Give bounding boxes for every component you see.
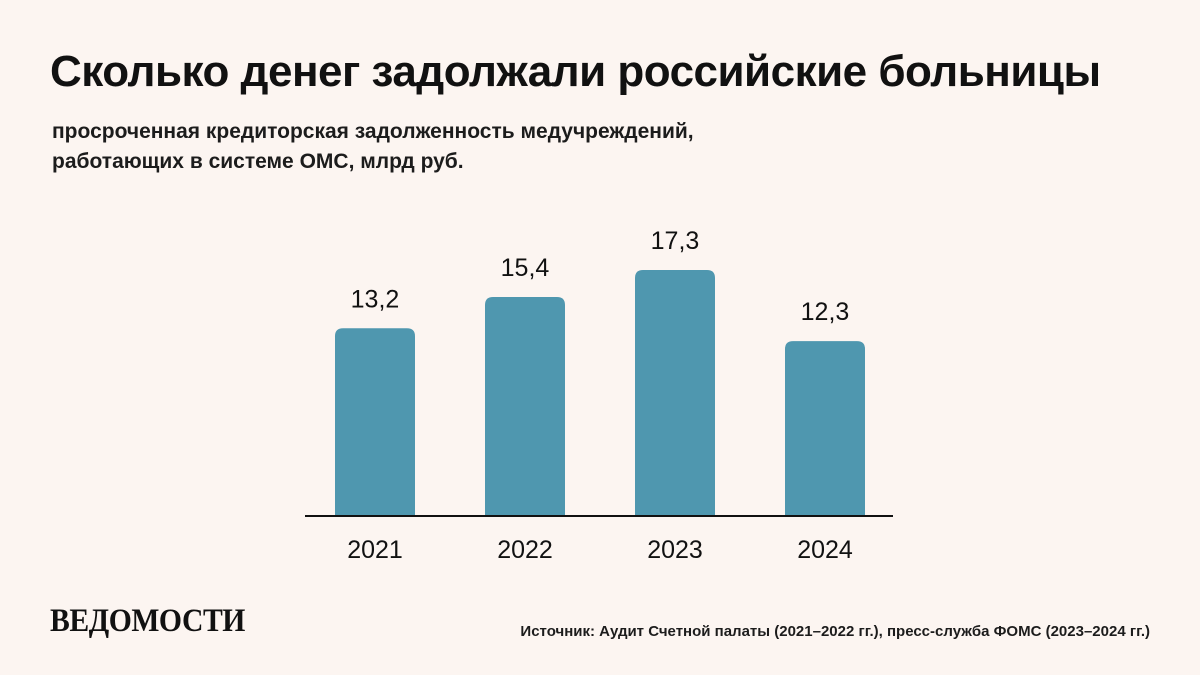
data-label-2024: 12,3 bbox=[801, 298, 850, 326]
data-label-2023: 17,3 bbox=[651, 227, 700, 255]
subtitle-line-1: просроченная кредиторская задолженность … bbox=[52, 120, 694, 143]
bar-2021 bbox=[335, 328, 415, 516]
bar-2023 bbox=[635, 270, 715, 516]
source-note: Источник: Аудит Счетной палаты (2021–202… bbox=[520, 623, 1150, 640]
subtitle-line-2: работающих в системе ОМС, млрд руб. bbox=[52, 150, 464, 173]
x-tick-label-2024: 2024 bbox=[797, 536, 853, 564]
vedomosti-logo: ВЕДОМОСТИ bbox=[50, 603, 245, 639]
x-tick-label-2021: 2021 bbox=[347, 536, 403, 564]
x-tick-label-2023: 2023 bbox=[647, 536, 703, 564]
bar-2022 bbox=[485, 297, 565, 516]
bar-2024 bbox=[785, 341, 865, 516]
chart-subtitle: просроченная кредиторская задолженность … bbox=[52, 117, 694, 177]
data-label-2022: 15,4 bbox=[501, 254, 550, 282]
x-tick-label-2022: 2022 bbox=[497, 536, 553, 564]
chart-title: Сколько денег задолжали российские больн… bbox=[50, 47, 1101, 96]
data-label-2021: 13,2 bbox=[351, 285, 400, 313]
